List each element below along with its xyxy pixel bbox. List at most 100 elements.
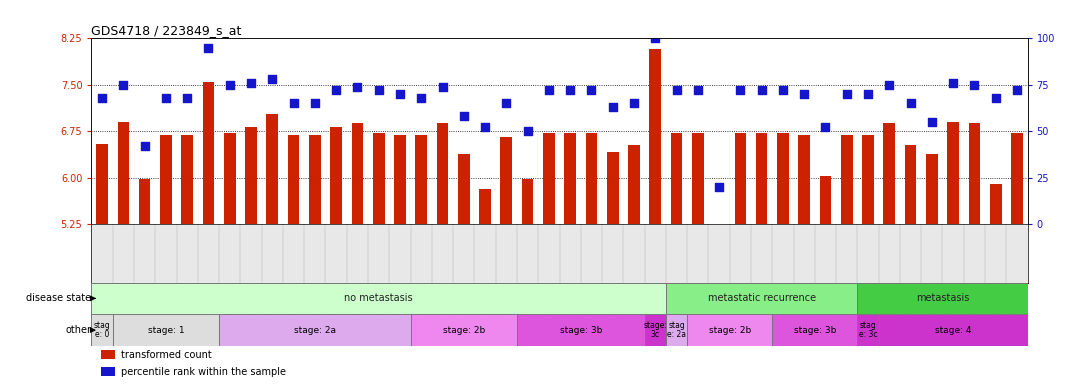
Point <box>455 113 472 119</box>
Bar <box>352 123 364 224</box>
Point <box>392 91 409 97</box>
Point <box>349 84 366 90</box>
Point <box>412 95 429 101</box>
Bar <box>879 314 1028 346</box>
Bar <box>267 114 279 224</box>
Text: stage: 4: stage: 4 <box>935 326 972 334</box>
Bar <box>840 136 852 224</box>
Bar <box>947 122 959 224</box>
Point <box>562 87 579 93</box>
Bar <box>479 189 491 224</box>
Point <box>795 91 812 97</box>
Bar <box>820 176 832 224</box>
Bar <box>645 314 666 346</box>
Bar <box>522 179 534 224</box>
Point <box>200 45 217 51</box>
Point <box>157 95 174 101</box>
Text: no metastasis: no metastasis <box>344 293 413 303</box>
Bar <box>798 136 810 224</box>
Bar <box>858 283 1028 314</box>
Point <box>519 128 536 134</box>
Bar <box>394 136 406 224</box>
Bar <box>773 314 858 346</box>
Point <box>94 95 111 101</box>
Text: stag
e: 2a: stag e: 2a <box>667 321 686 339</box>
Bar <box>968 123 980 224</box>
Point <box>115 82 132 88</box>
Text: transformed count: transformed count <box>122 349 212 359</box>
Bar <box>96 144 108 224</box>
Point <box>179 95 196 101</box>
Bar <box>220 314 411 346</box>
Point <box>945 80 962 86</box>
Bar <box>224 133 236 224</box>
Text: stage:
3c: stage: 3c <box>643 321 667 339</box>
Point <box>264 76 281 82</box>
Bar <box>309 136 321 224</box>
Bar <box>564 133 576 224</box>
Bar <box>101 367 115 376</box>
Bar <box>91 283 666 314</box>
Text: stage: 2a: stage: 2a <box>294 326 336 334</box>
Bar <box>666 314 688 346</box>
Bar <box>883 123 895 224</box>
Point <box>710 184 727 190</box>
Bar <box>543 133 555 224</box>
Bar <box>160 136 172 224</box>
Bar <box>666 283 858 314</box>
Point <box>647 35 664 41</box>
Point <box>838 91 855 97</box>
Point <box>327 87 344 93</box>
Text: disease state: disease state <box>26 293 91 303</box>
Bar <box>692 133 704 224</box>
Bar <box>330 127 342 224</box>
Bar <box>862 136 874 224</box>
Bar <box>628 146 640 224</box>
Bar <box>858 314 879 346</box>
Point <box>775 87 792 93</box>
Text: metastatic recurrence: metastatic recurrence <box>708 293 816 303</box>
Bar <box>415 136 427 224</box>
Bar <box>458 154 469 224</box>
Bar <box>437 123 449 224</box>
Bar <box>287 136 299 224</box>
Text: stag
e: 3c: stag e: 3c <box>859 321 877 339</box>
Bar <box>607 152 619 224</box>
Point <box>966 82 983 88</box>
Text: other: other <box>65 325 91 335</box>
Bar <box>372 133 384 224</box>
Bar <box>182 136 193 224</box>
Point <box>477 124 494 131</box>
Point <box>583 87 600 93</box>
Text: stage: 2b: stage: 2b <box>442 326 485 334</box>
Point <box>880 82 897 88</box>
Point <box>604 104 621 110</box>
Point <box>540 87 557 93</box>
Point <box>370 87 387 93</box>
Point <box>987 95 1004 101</box>
Bar <box>101 350 115 359</box>
Text: metastasis: metastasis <box>916 293 969 303</box>
Bar <box>516 314 645 346</box>
Bar <box>688 314 773 346</box>
Point <box>285 100 302 106</box>
Point <box>732 87 749 93</box>
Bar <box>202 82 214 224</box>
Point <box>625 100 642 106</box>
Point <box>753 87 770 93</box>
Text: GDS4718 / 223849_s_at: GDS4718 / 223849_s_at <box>91 24 242 37</box>
Text: stage: 1: stage: 1 <box>147 326 184 334</box>
Text: percentile rank within the sample: percentile rank within the sample <box>122 367 286 377</box>
Bar <box>117 122 129 224</box>
Point <box>307 100 324 106</box>
Text: stag
e: 0: stag e: 0 <box>94 321 111 339</box>
Point <box>1008 87 1025 93</box>
Point <box>902 100 919 106</box>
Bar <box>670 133 682 224</box>
Point <box>860 91 877 97</box>
Bar <box>735 133 747 224</box>
Bar <box>113 314 220 346</box>
Point <box>498 100 515 106</box>
Point <box>668 87 685 93</box>
Bar <box>245 127 257 224</box>
